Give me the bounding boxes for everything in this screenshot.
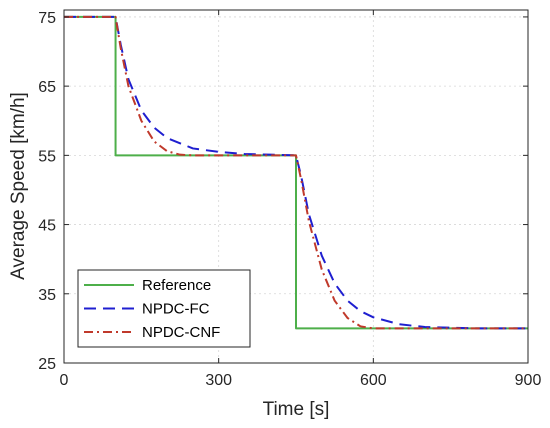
x-axis-label: Time [s] xyxy=(263,399,330,420)
y-axis-label: Average Speed [km/h] xyxy=(8,92,29,280)
y-tick-label: 35 xyxy=(38,287,56,304)
plot-frame xyxy=(63,9,529,364)
y-tick-label: 45 xyxy=(38,218,56,235)
y-tick-label: 65 xyxy=(38,79,56,96)
series-line-npdc-cnf xyxy=(64,15,528,330)
x-tick-label: 600 xyxy=(360,372,387,389)
series-lines xyxy=(64,15,528,330)
legend-label: NPDC-FC xyxy=(142,301,210,318)
legend-label: NPDC-CNF xyxy=(142,324,220,341)
tick-labels: 0 300 600 900 25 35 45 55 65 75 xyxy=(38,10,541,389)
y-tick-label: 25 xyxy=(38,356,56,373)
y-tick-label: 75 xyxy=(38,10,56,27)
x-tick-label: 300 xyxy=(205,372,232,389)
y-tick-label: 55 xyxy=(38,148,56,165)
x-tick-label: 0 xyxy=(60,372,69,389)
series-line-npdc-fc xyxy=(64,15,528,330)
x-tick-label: 900 xyxy=(515,372,542,389)
legend: Reference NPDC-FC NPDC-CNF xyxy=(77,269,251,348)
legend-label: Reference xyxy=(142,277,211,294)
